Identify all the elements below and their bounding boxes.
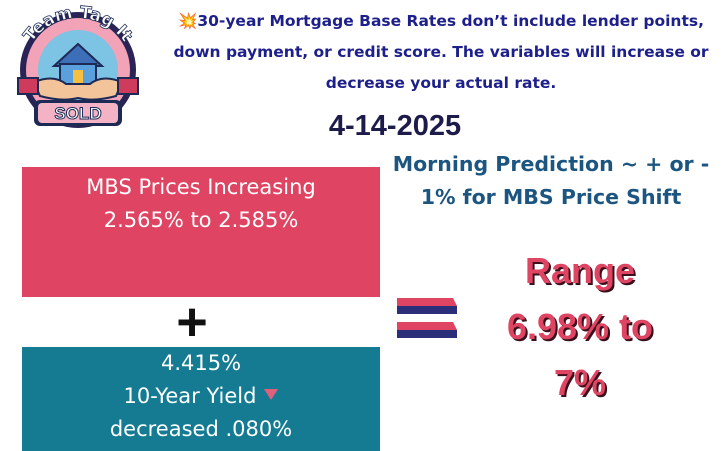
yield-value: 4.415% xyxy=(160,351,242,375)
disclaimer-line-3: decrease your actual rate. xyxy=(325,74,557,92)
explosion-icon: 💥 xyxy=(178,12,198,30)
logo-sold-text: SOLD xyxy=(54,104,101,123)
equals-icon xyxy=(397,296,457,346)
mbs-title: MBS Prices Increasing xyxy=(86,175,316,199)
prediction-line-1: Morning Prediction ~ + or - xyxy=(392,152,710,176)
yield-label-row: 10-Year Yield xyxy=(22,380,380,413)
mbs-prices-panel: MBS Prices Increasing 2.565% to 2.585% xyxy=(22,167,380,297)
yield-label: 10-Year Yield xyxy=(123,384,257,408)
range-upper: 7% xyxy=(553,362,607,403)
report-date: 4-14-2025 xyxy=(328,110,462,142)
range-label: Range xyxy=(524,250,636,291)
team-tag-it-logo: Team Tag It SOLD xyxy=(4,2,152,132)
down-triangle-icon xyxy=(264,389,279,400)
morning-prediction: Morning Prediction ~ + or - 1% for MBS P… xyxy=(380,148,722,214)
disclaimer-line-2: down payment, or credit score. The varia… xyxy=(173,43,709,61)
rate-range-result: Range 6.98% to 7% xyxy=(480,243,680,411)
range-values: 6.98% to xyxy=(506,306,654,347)
yield-change: decreased .080% xyxy=(109,417,293,441)
rate-disclaimer: 💥30-year Mortgage Base Rates don’t inclu… xyxy=(160,6,722,99)
ten-year-yield-panel: 4.415% 10-Year Yield decreased .080% xyxy=(22,347,380,451)
prediction-line-2: 1% for MBS Price Shift xyxy=(420,185,682,209)
mbs-range: 2.565% to 2.585% xyxy=(103,208,299,232)
handshake-house-logo-icon: Team Tag It SOLD xyxy=(17,2,139,128)
plus-symbol: + xyxy=(176,292,208,352)
disclaimer-line-1: 💥30-year Mortgage Base Rates don’t inclu… xyxy=(178,12,704,30)
